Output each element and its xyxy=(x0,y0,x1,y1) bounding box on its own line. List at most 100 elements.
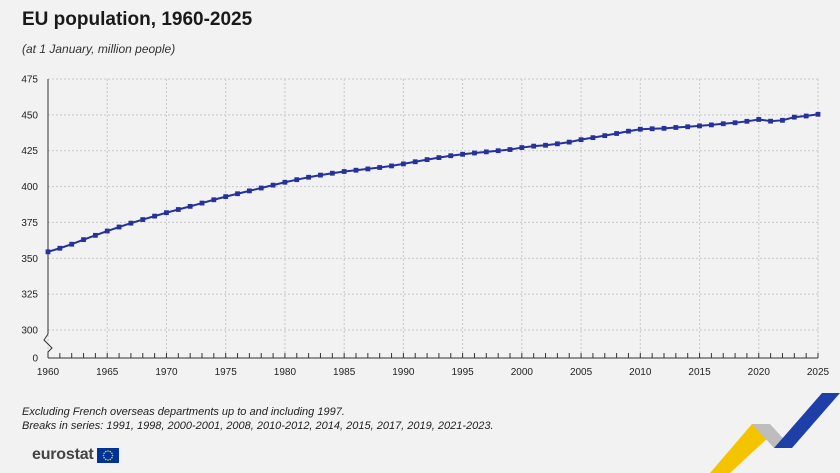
y-tick-label: 325 xyxy=(21,290,38,301)
data-point xyxy=(92,232,98,238)
data-point xyxy=(164,210,169,216)
x-tick-label: 1970 xyxy=(155,367,178,378)
data-point xyxy=(341,169,347,174)
data-point xyxy=(128,220,134,226)
axes: 0 300 325 350 375 400 425 450 475 1960 1965 1970 197… xyxy=(21,75,829,379)
data-point xyxy=(199,200,205,206)
data-point xyxy=(590,135,596,141)
data-point xyxy=(768,118,774,124)
x-tick-label: 1990 xyxy=(392,367,415,378)
data-point xyxy=(460,151,466,157)
logo-text: eurostat xyxy=(32,446,94,463)
x-tick-label: 1980 xyxy=(274,367,297,378)
data-point xyxy=(69,241,75,247)
data-point xyxy=(424,157,430,163)
flag-star xyxy=(108,450,111,452)
x-tick-label: 2025 xyxy=(807,367,830,378)
data-point xyxy=(187,203,193,209)
x-tick-label: 1965 xyxy=(96,367,119,378)
data-point xyxy=(495,148,501,154)
x-tick-label: 2020 xyxy=(748,367,771,378)
data-point xyxy=(57,245,63,251)
data-point xyxy=(507,147,513,152)
data-point xyxy=(483,149,489,155)
data-point xyxy=(602,133,608,139)
data-point xyxy=(472,150,477,156)
flag-star xyxy=(102,451,105,454)
data-point xyxy=(708,122,714,128)
data-point xyxy=(436,155,442,160)
data-point xyxy=(637,126,643,132)
flag-star xyxy=(102,454,104,456)
data-point xyxy=(697,123,702,129)
y-tick-label: 350 xyxy=(21,254,38,265)
data-point xyxy=(448,153,454,159)
data-point xyxy=(803,113,809,119)
flag-star xyxy=(106,449,109,452)
data-point xyxy=(566,139,572,145)
data-point xyxy=(306,174,312,180)
eurostat-logo: eurostat xyxy=(32,446,119,464)
y-tick-label: 300 xyxy=(21,326,38,337)
data-point xyxy=(258,185,264,191)
data-point xyxy=(140,217,146,222)
eu-flag-icon xyxy=(96,447,119,463)
note-exclusion: Excluding French overseas departments up… xyxy=(22,406,345,418)
y-tick-label: 400 xyxy=(21,182,38,193)
data-point xyxy=(685,124,691,130)
data-point xyxy=(104,228,110,234)
data-point xyxy=(116,224,122,230)
y-tick-label: 475 xyxy=(21,75,38,86)
data-point xyxy=(246,188,252,194)
flag-star xyxy=(104,458,107,460)
data-point xyxy=(81,237,86,243)
chart-title: EU population, 1960-2025 xyxy=(22,9,253,30)
y-tick-label: 425 xyxy=(21,146,38,157)
data-point xyxy=(329,170,335,176)
data-point xyxy=(578,137,584,143)
flag-star xyxy=(102,456,105,459)
data-point xyxy=(720,121,726,127)
data-point xyxy=(45,249,51,255)
data-point xyxy=(756,117,762,122)
flag-star xyxy=(104,450,107,452)
grid-lines xyxy=(47,78,819,358)
x-tick-label: 2010 xyxy=(629,367,652,378)
data-point xyxy=(744,118,750,124)
data-point xyxy=(780,117,785,123)
series-layer xyxy=(45,111,821,255)
data-point xyxy=(519,145,525,150)
chart-notes: Excluding French overseas departments up… xyxy=(22,405,494,433)
data-point xyxy=(282,179,288,185)
decorative-ribbon xyxy=(710,393,840,473)
data-point xyxy=(649,126,655,132)
data-point xyxy=(211,197,217,203)
x-tick-label: 1995 xyxy=(451,367,474,378)
x-tick-label: 2015 xyxy=(688,367,711,378)
data-point xyxy=(353,167,359,173)
x-tick-label: 2005 xyxy=(570,367,593,378)
y-tick-label: 0 xyxy=(32,354,38,365)
chart-subtitle: (at 1 January, million people) xyxy=(22,42,176,56)
data-point xyxy=(661,125,667,131)
data-point xyxy=(626,128,631,134)
y-tick-label: 450 xyxy=(21,110,38,121)
data-point xyxy=(365,166,371,172)
data-point xyxy=(377,165,383,170)
flag-star xyxy=(110,456,113,459)
data-point xyxy=(175,207,181,212)
x-tick-label: 1985 xyxy=(333,367,356,378)
data-point xyxy=(294,177,300,183)
data-point xyxy=(389,163,394,169)
flag-star xyxy=(108,458,111,460)
flag-star xyxy=(111,454,113,456)
data-point xyxy=(614,131,620,136)
line-chart: 0 300 325 350 375 400 425 450 475 1960 1965 1970 197… xyxy=(21,75,829,379)
y-tick-label: 375 xyxy=(21,218,38,229)
data-point xyxy=(531,143,537,149)
data-point xyxy=(791,114,797,120)
x-tick-label: 1960 xyxy=(37,367,60,378)
flag-star xyxy=(110,451,113,454)
ribbon-blue xyxy=(774,393,840,448)
data-point xyxy=(318,172,323,178)
